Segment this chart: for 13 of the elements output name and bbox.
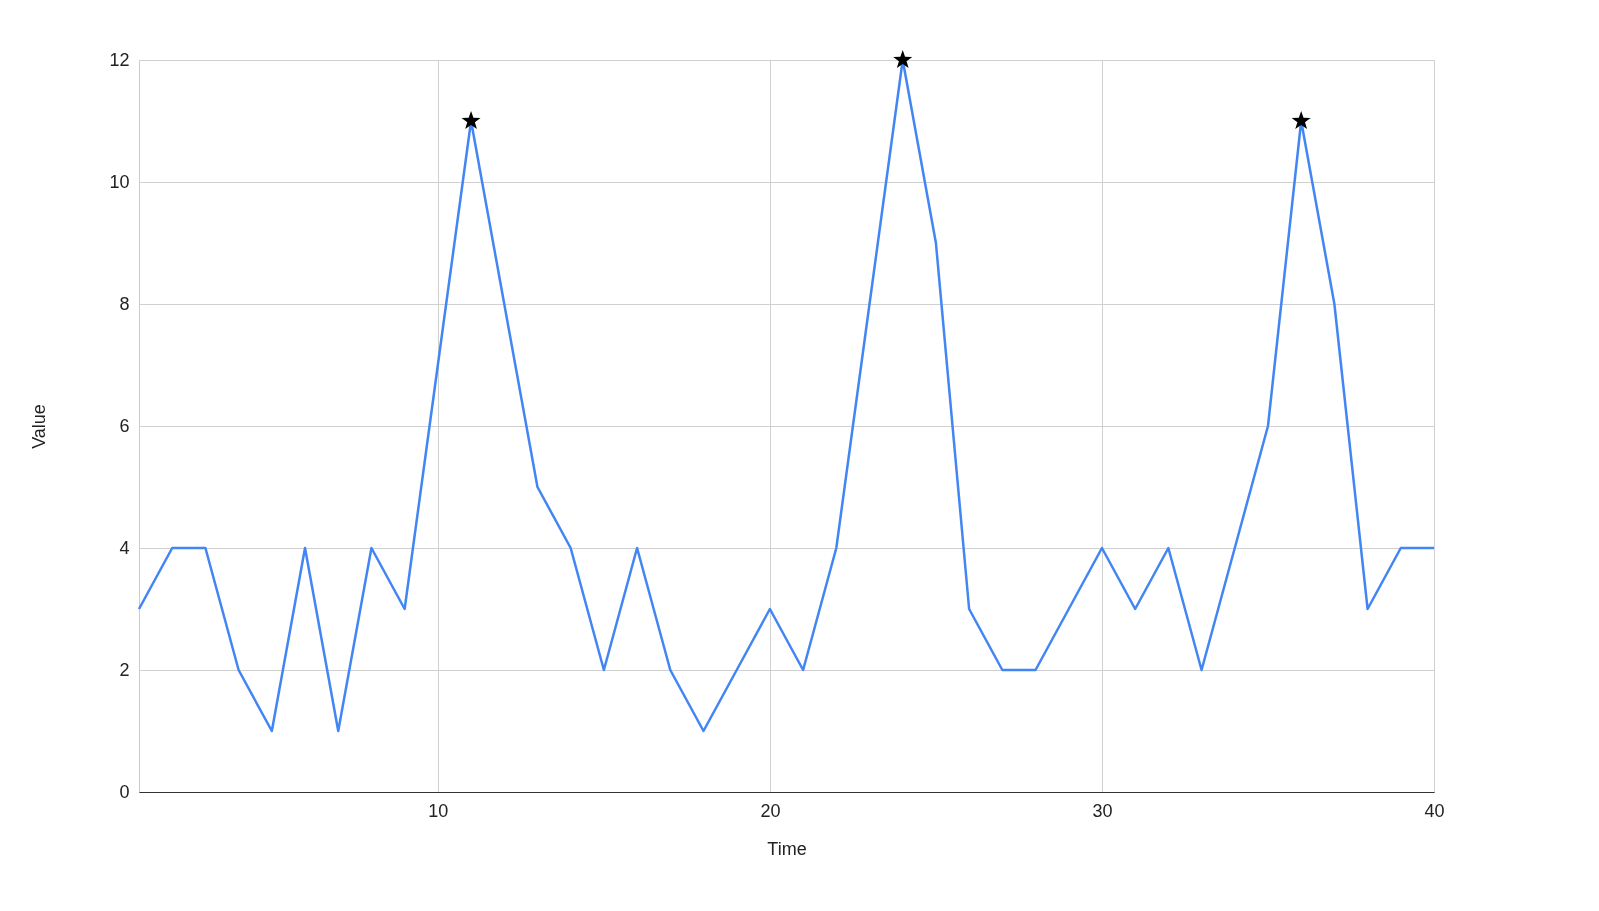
y-tick-label: 12 [109, 49, 130, 70]
y-tick-label: 4 [119, 537, 130, 558]
x-tick-label: 40 [1424, 800, 1445, 821]
y-tick-label: 0 [119, 781, 130, 802]
x-tick-label: 20 [760, 800, 781, 821]
y-tick-label: 2 [119, 659, 130, 680]
y-tick-label: 8 [119, 293, 130, 314]
x-axis-title: Time [767, 838, 807, 859]
y-axis-title: Value [29, 404, 50, 449]
x-tick-label: 10 [428, 800, 449, 821]
y-tick-label: 6 [119, 415, 130, 436]
x-tick-label: 30 [1092, 800, 1113, 821]
y-tick-label: 10 [109, 171, 130, 192]
